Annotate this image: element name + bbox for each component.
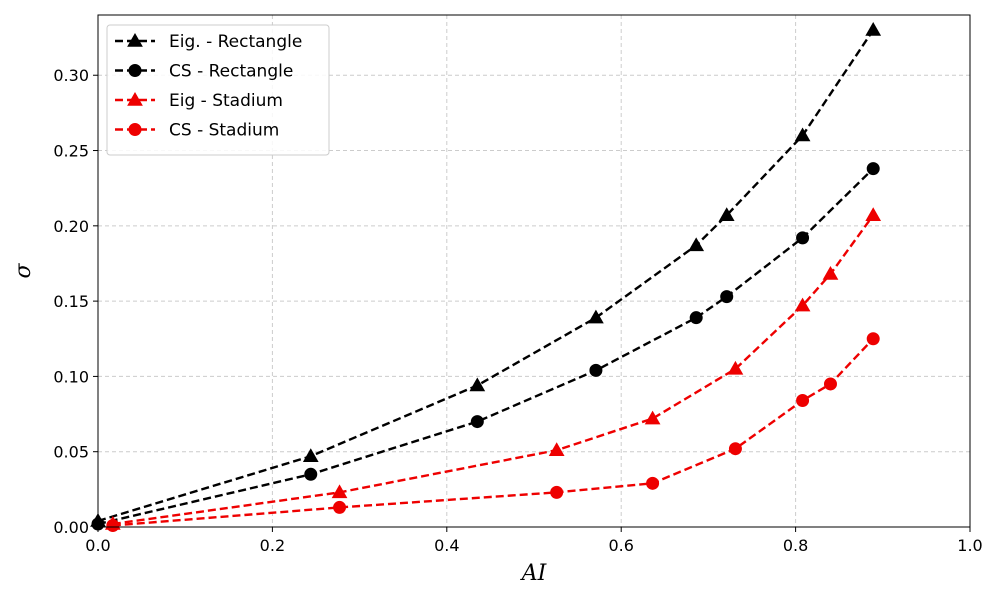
legend-marker bbox=[127, 91, 143, 106]
series-line bbox=[97, 29, 875, 523]
grid bbox=[98, 15, 970, 527]
y-axis-label: σ bbox=[11, 263, 36, 279]
series-line bbox=[112, 337, 875, 527]
data-point bbox=[688, 237, 705, 252]
data-point bbox=[865, 22, 882, 36]
data-point bbox=[794, 127, 811, 142]
data-point bbox=[718, 207, 735, 222]
legend-item: Eig. - Rectangle bbox=[115, 32, 302, 52]
series-1 bbox=[90, 22, 882, 527]
series-line bbox=[97, 167, 875, 526]
legend-marker bbox=[128, 123, 142, 136]
legend-label: CS - Stadium bbox=[169, 121, 279, 141]
data-point bbox=[469, 377, 486, 392]
data-point bbox=[302, 448, 319, 462]
x-tick-label: 0.2 bbox=[260, 536, 285, 555]
data-point bbox=[689, 311, 703, 325]
data-point bbox=[589, 363, 603, 377]
data-point bbox=[796, 231, 810, 245]
legend: Eig. - Rectangle CS - Rectangle Eig - Stad… bbox=[106, 24, 330, 156]
x-tick-label: 0.6 bbox=[608, 536, 633, 555]
data-point bbox=[106, 518, 120, 532]
data-point bbox=[548, 442, 565, 456]
data-point bbox=[823, 377, 837, 391]
data-point bbox=[866, 162, 880, 176]
data-point bbox=[644, 410, 661, 425]
y-tick-label: 0.30 bbox=[53, 66, 89, 85]
data-point bbox=[727, 360, 744, 375]
series-2 bbox=[91, 162, 880, 531]
data-point bbox=[588, 309, 604, 324]
y-tick-label: 0.20 bbox=[53, 217, 89, 236]
y-tick-label: 0.00 bbox=[53, 518, 89, 537]
legend-item: CS - Rectangle bbox=[115, 62, 293, 82]
plot-frame bbox=[97, 14, 971, 528]
series-group bbox=[90, 22, 882, 532]
data-point bbox=[550, 485, 564, 499]
legend-item: Eig - Stadium bbox=[115, 91, 283, 111]
y-tick-label: 0.25 bbox=[53, 142, 89, 161]
y-tick-label: 0.05 bbox=[53, 443, 89, 462]
series-4 bbox=[106, 332, 880, 532]
data-point bbox=[646, 476, 660, 490]
data-point bbox=[331, 484, 348, 499]
data-point bbox=[728, 442, 742, 456]
data-point bbox=[470, 415, 484, 429]
data-point bbox=[720, 290, 734, 304]
series-3 bbox=[104, 207, 882, 530]
x-axis-label: AI bbox=[520, 561, 548, 586]
legend-label: Eig - Stadium bbox=[169, 91, 283, 111]
legend-item: CS - Stadium bbox=[115, 121, 279, 141]
data-point bbox=[333, 500, 347, 514]
x-tick-label: 0.8 bbox=[783, 536, 808, 555]
y-tick-label: 0.10 bbox=[53, 367, 89, 386]
x-tick-label: 0.0 bbox=[85, 536, 110, 555]
data-point bbox=[866, 332, 880, 346]
x-tick-label: 0.4 bbox=[434, 536, 459, 555]
data-point bbox=[304, 467, 318, 481]
data-point bbox=[794, 297, 811, 312]
legend-marker bbox=[127, 32, 143, 47]
x-tick-label: 1.0 bbox=[957, 536, 982, 555]
series-line bbox=[112, 214, 875, 526]
data-point bbox=[822, 266, 839, 280]
data-point bbox=[796, 394, 810, 408]
legend-box bbox=[106, 24, 330, 156]
legend-marker bbox=[128, 64, 142, 77]
legend-label: Eig. - Rectangle bbox=[169, 32, 302, 52]
y-tick-label: 0.15 bbox=[53, 292, 89, 311]
legend-label: CS - Rectangle bbox=[169, 62, 293, 82]
data-point bbox=[865, 207, 882, 222]
axes: 0.0 0.2 0.4 0.6 0.8 1.0 0.00 0.05 0.10 0.15 0.20 0.… bbox=[53, 66, 982, 555]
